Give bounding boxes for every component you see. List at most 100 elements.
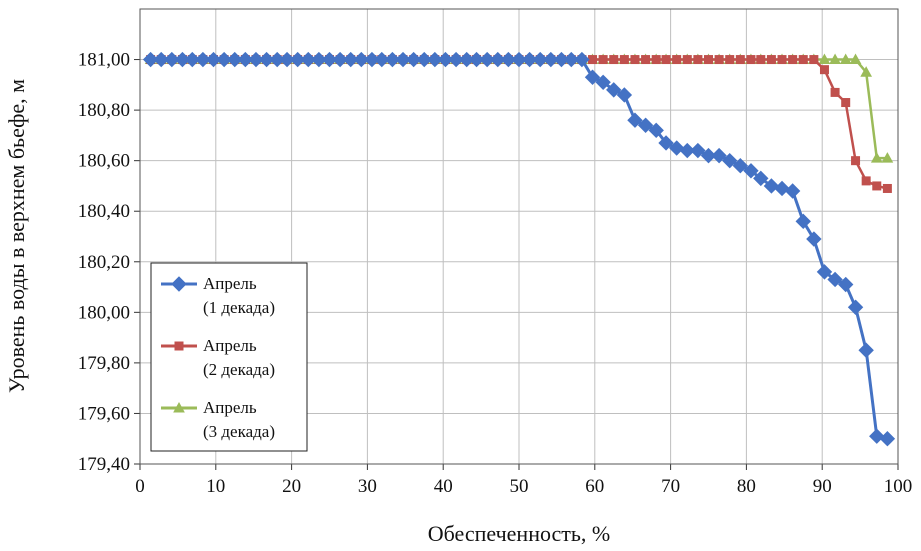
data-point: [777, 55, 787, 65]
x-tick-label: 30: [358, 476, 377, 497]
data-point: [816, 264, 833, 280]
data-point: [511, 51, 527, 68]
y-axis-title: Уровень воды в верхнем бьефе, м: [4, 79, 29, 393]
data-point: [164, 51, 180, 68]
data-point: [679, 142, 695, 159]
axes: [134, 8, 899, 470]
data-point: [725, 55, 735, 65]
data-point: [690, 142, 706, 159]
data-point: [879, 431, 896, 447]
data-point: [809, 55, 819, 65]
x-axis-title: Обеспеченность, %: [428, 521, 611, 546]
data-point: [668, 140, 685, 156]
data-point: [563, 51, 580, 68]
data-point: [142, 51, 159, 68]
data-point: [860, 66, 873, 77]
y-tick-label: 179,80: [78, 353, 130, 374]
data-point: [216, 51, 232, 68]
data-point: [743, 163, 759, 179]
data-point: [258, 51, 275, 68]
data-point: [829, 53, 841, 65]
data-point: [661, 55, 671, 65]
data-point: [806, 231, 822, 247]
data-point: [479, 51, 495, 68]
data-point: [795, 213, 811, 230]
data-point: [500, 51, 517, 68]
data-point: [321, 51, 338, 68]
data-point: [416, 51, 432, 68]
data-point: [881, 152, 894, 163]
data-point: [595, 74, 611, 91]
data-point: [648, 122, 664, 139]
legend-label-sub: (1 декада): [203, 298, 275, 317]
data-point: [827, 271, 843, 288]
data-point: [784, 183, 801, 199]
data-point: [300, 51, 316, 68]
data-point: [763, 178, 780, 194]
data-point: [448, 51, 464, 68]
data-point: [798, 55, 808, 65]
data-point: [627, 112, 643, 128]
legend-entry: Апрель (3 декада): [161, 398, 275, 441]
data-point: [830, 87, 840, 97]
y-tick-label: 179,40: [78, 454, 130, 475]
legend-entry: Апрель (2 декада): [161, 336, 275, 379]
legend-label: Апрель: [203, 274, 257, 293]
legend-entry: Апрель (1 декада): [161, 274, 275, 317]
data-point: [619, 55, 629, 65]
data-point: [279, 51, 295, 68]
data-point: [851, 156, 861, 166]
data-point: [616, 87, 633, 103]
data-point: [184, 51, 201, 68]
x-tick-label: 100: [884, 476, 913, 497]
data-point: [437, 51, 454, 68]
data-point: [841, 98, 851, 108]
data-point: [858, 342, 874, 358]
legend-label-sub: (2 декада): [203, 360, 275, 379]
data-point: [468, 51, 485, 68]
data-point: [532, 51, 548, 68]
y-tick-label: 180,40: [78, 201, 130, 222]
y-tick-label: 180,20: [78, 252, 130, 273]
data-point: [837, 276, 854, 293]
data-point: [788, 55, 798, 65]
x-tick-label: 20: [282, 476, 301, 497]
data-point: [543, 51, 559, 68]
data-point: [374, 51, 390, 68]
data-point: [248, 51, 264, 68]
data-point: [732, 158, 749, 174]
data-point: [818, 53, 831, 65]
data-point: [384, 51, 401, 68]
data-point: [427, 51, 443, 68]
data-point: [766, 55, 776, 65]
y-tick-label: 180,00: [78, 302, 130, 323]
data-point: [332, 51, 348, 68]
data-point: [753, 170, 769, 187]
data-point: [237, 51, 254, 68]
data-point: [756, 55, 766, 65]
data-point: [490, 51, 506, 68]
y-tick-label: 180,80: [78, 100, 130, 121]
data-point: [872, 181, 882, 191]
x-tick-label: 60: [585, 476, 604, 497]
data-point: [521, 51, 538, 68]
data-point: [819, 65, 829, 75]
data-point: [682, 55, 692, 65]
data-point: [584, 69, 601, 85]
legend-swatch-marker: [174, 341, 184, 351]
data-point: [153, 51, 169, 68]
data-point: [598, 55, 608, 65]
data-point: [722, 152, 738, 169]
legend-label: Апрель: [203, 336, 257, 355]
data-point: [658, 135, 674, 151]
data-point: [651, 55, 661, 65]
data-point: [227, 51, 243, 68]
data-point: [588, 55, 598, 65]
data-point: [641, 55, 651, 65]
y-tick-label: 180,60: [78, 151, 130, 172]
data-point: [311, 51, 327, 68]
legend-label: Апрель: [203, 398, 257, 417]
x-tick-label: 70: [661, 476, 680, 497]
data-point: [205, 51, 222, 68]
